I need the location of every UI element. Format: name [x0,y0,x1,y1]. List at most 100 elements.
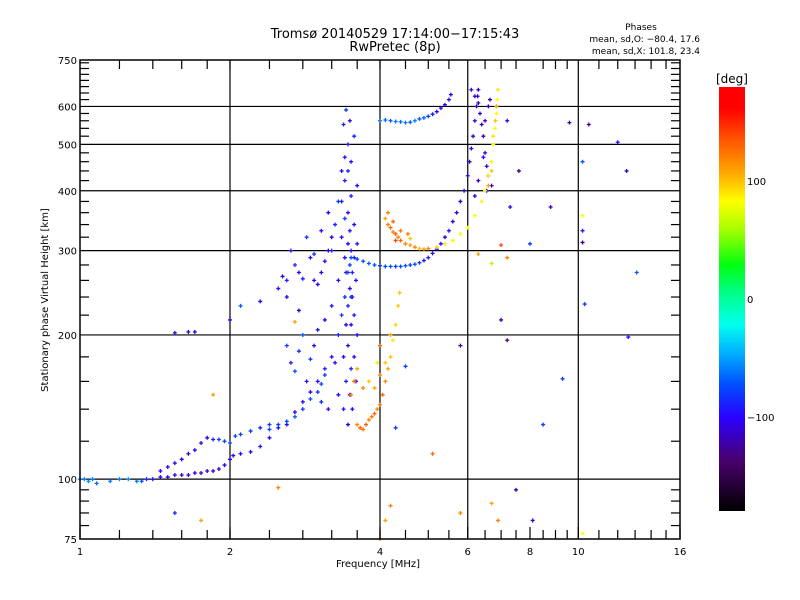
data-point [345,210,350,215]
data-point [345,168,350,173]
data-point [342,295,347,300]
data-point [469,87,474,92]
data-point [469,146,474,151]
data-point [179,473,184,478]
data-point [267,435,272,440]
data-point [479,122,484,127]
data-point [238,303,243,308]
data-point [94,481,99,486]
data-point [426,255,431,260]
data-point [378,263,382,268]
legend-o-mode: mean, sd,O: −80.4, 17.6 [589,35,700,45]
data-point [315,282,320,287]
data-point [450,238,455,243]
data-point [372,385,377,390]
data-point [580,213,585,218]
data-point [505,338,510,343]
data-point [476,252,481,257]
series-isolated-points [172,118,639,541]
data-point [336,199,341,204]
data-point [341,354,346,359]
data-point [499,243,504,248]
data-point [472,194,477,199]
data-point [322,366,327,371]
data-point [288,360,293,365]
data-point [353,278,358,283]
data-point [82,477,87,482]
data-point [516,168,521,173]
data-point [408,243,413,248]
data-point [248,429,253,434]
data-point [586,122,591,127]
x-tick-label: 2 [227,547,233,558]
data-point [514,487,519,492]
data-point [322,372,327,377]
data-point [383,118,388,123]
data-point [276,286,281,291]
data-point [486,173,491,178]
data-point [304,379,309,384]
data-point [417,260,422,265]
data-point [430,112,435,117]
data-point [345,422,350,427]
data-point [458,510,463,515]
data-point [393,425,398,430]
data-point [345,241,350,246]
data-point [417,246,422,251]
data-point [476,100,481,105]
data-point [454,210,459,215]
data-point [186,451,191,456]
data-point [388,264,393,269]
data-point [426,246,431,251]
data-point [352,313,357,318]
data-point [383,379,388,384]
data-point [471,134,476,139]
data-point [228,317,232,322]
data-point [341,122,346,127]
data-point [336,278,341,283]
data-point [474,104,479,109]
data-point [342,255,347,260]
data-point [458,199,463,204]
data-point [284,278,289,283]
data-point [358,425,363,430]
data-point [228,440,232,445]
data-point [398,238,403,243]
data-point [172,330,177,335]
data-point [528,241,532,246]
data-point [495,518,500,523]
data-point [421,258,426,263]
data-point [319,399,324,404]
data-point [300,399,305,404]
data-point [366,417,371,422]
data-point [329,303,334,308]
data-point [541,422,546,427]
data-point [378,118,382,123]
data-point [349,159,354,164]
data-point [560,376,565,381]
series-f-layer-o-trace [349,87,481,269]
data-point [388,354,393,359]
y-axis-ticks: 75 100 200 300 400 500 600 750 [58,56,680,546]
data-point [276,422,281,427]
data-point [345,303,350,308]
data-point [361,427,366,432]
data-point [481,155,486,160]
data-point [355,366,360,371]
data-point [322,259,327,264]
x-tick-label: 6 [465,547,471,558]
data-point [339,168,344,173]
data-point [388,118,393,123]
data-point [465,225,470,230]
data-point [258,444,263,449]
colorbar-tick-label: 0 [747,295,753,306]
data-point [349,295,354,300]
data-point [385,210,390,215]
series-o-mode-second-trace [158,372,327,473]
data-point [315,390,320,395]
data-point [489,159,494,164]
data-point [380,392,385,397]
y-tick-label: 300 [58,247,77,258]
data-point [426,114,431,119]
data-point [126,477,131,482]
